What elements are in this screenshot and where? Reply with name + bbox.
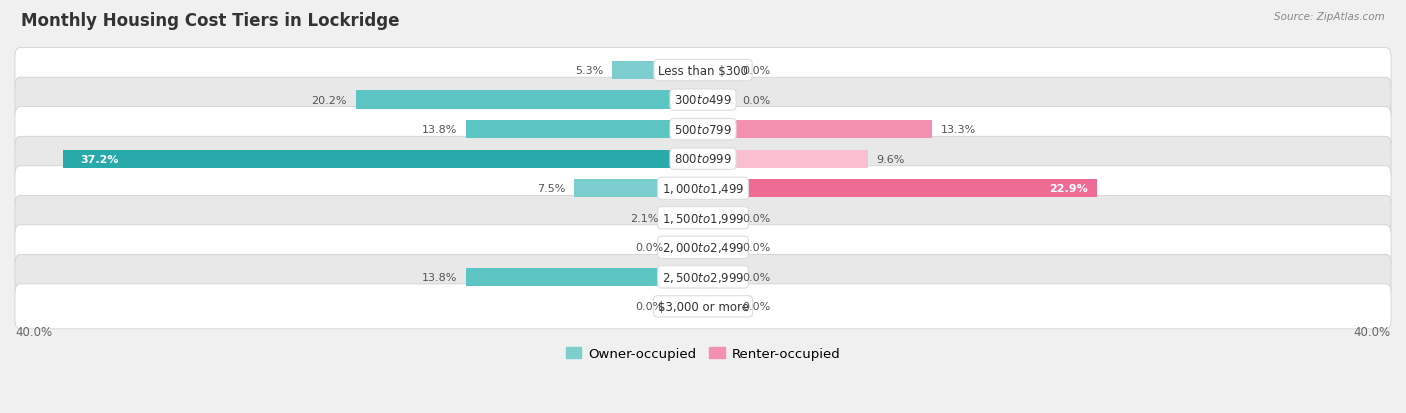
FancyBboxPatch shape xyxy=(15,48,1391,93)
FancyBboxPatch shape xyxy=(15,107,1391,152)
Text: $2,000 to $2,499: $2,000 to $2,499 xyxy=(662,241,744,255)
FancyBboxPatch shape xyxy=(15,255,1391,299)
Text: $500 to $799: $500 to $799 xyxy=(673,123,733,136)
Text: 2.1%: 2.1% xyxy=(630,213,658,223)
Bar xyxy=(703,91,734,109)
Text: 0.0%: 0.0% xyxy=(742,213,770,223)
Text: 40.0%: 40.0% xyxy=(1354,325,1391,338)
Bar xyxy=(465,121,703,139)
Text: 0.0%: 0.0% xyxy=(636,301,664,312)
Bar xyxy=(703,209,734,228)
Text: Less than $300: Less than $300 xyxy=(658,64,748,77)
Text: $2,500 to $2,999: $2,500 to $2,999 xyxy=(662,270,744,284)
Text: 7.5%: 7.5% xyxy=(537,184,565,194)
Legend: Owner-occupied, Renter-occupied: Owner-occupied, Renter-occupied xyxy=(560,342,846,366)
Text: 0.0%: 0.0% xyxy=(636,243,664,253)
FancyBboxPatch shape xyxy=(15,137,1391,182)
Bar xyxy=(574,180,703,198)
Bar xyxy=(703,239,734,257)
Text: 0.0%: 0.0% xyxy=(742,243,770,253)
Text: $300 to $499: $300 to $499 xyxy=(673,94,733,107)
Text: 0.0%: 0.0% xyxy=(742,66,770,76)
Text: $1,000 to $1,499: $1,000 to $1,499 xyxy=(662,182,744,196)
Text: 40.0%: 40.0% xyxy=(15,325,52,338)
Text: 0.0%: 0.0% xyxy=(742,272,770,282)
Bar xyxy=(703,62,734,80)
Text: 37.2%: 37.2% xyxy=(80,154,120,164)
Text: $1,500 to $1,999: $1,500 to $1,999 xyxy=(662,211,744,225)
Bar xyxy=(672,297,703,316)
Text: $800 to $999: $800 to $999 xyxy=(673,153,733,166)
Bar xyxy=(612,62,703,80)
Text: 13.8%: 13.8% xyxy=(422,125,457,135)
Text: $3,000 or more: $3,000 or more xyxy=(658,300,748,313)
Bar xyxy=(465,268,703,286)
Text: 0.0%: 0.0% xyxy=(742,95,770,105)
FancyBboxPatch shape xyxy=(15,166,1391,211)
FancyBboxPatch shape xyxy=(15,284,1391,329)
Text: 22.9%: 22.9% xyxy=(1049,184,1088,194)
Text: Monthly Housing Cost Tiers in Lockridge: Monthly Housing Cost Tiers in Lockridge xyxy=(21,12,399,30)
Bar xyxy=(63,150,703,169)
Bar xyxy=(666,209,703,228)
FancyBboxPatch shape xyxy=(15,78,1391,123)
Bar xyxy=(703,121,932,139)
Bar xyxy=(672,239,703,257)
Text: 13.8%: 13.8% xyxy=(422,272,457,282)
FancyBboxPatch shape xyxy=(15,225,1391,270)
Bar xyxy=(703,268,734,286)
Text: 13.3%: 13.3% xyxy=(941,125,976,135)
Text: 20.2%: 20.2% xyxy=(312,95,347,105)
Bar xyxy=(703,180,1097,198)
FancyBboxPatch shape xyxy=(15,196,1391,241)
Text: 0.0%: 0.0% xyxy=(742,301,770,312)
Bar xyxy=(703,150,868,169)
Text: Source: ZipAtlas.com: Source: ZipAtlas.com xyxy=(1274,12,1385,22)
Bar xyxy=(703,297,734,316)
Bar xyxy=(356,91,703,109)
Text: 5.3%: 5.3% xyxy=(575,66,603,76)
Text: 9.6%: 9.6% xyxy=(877,154,905,164)
